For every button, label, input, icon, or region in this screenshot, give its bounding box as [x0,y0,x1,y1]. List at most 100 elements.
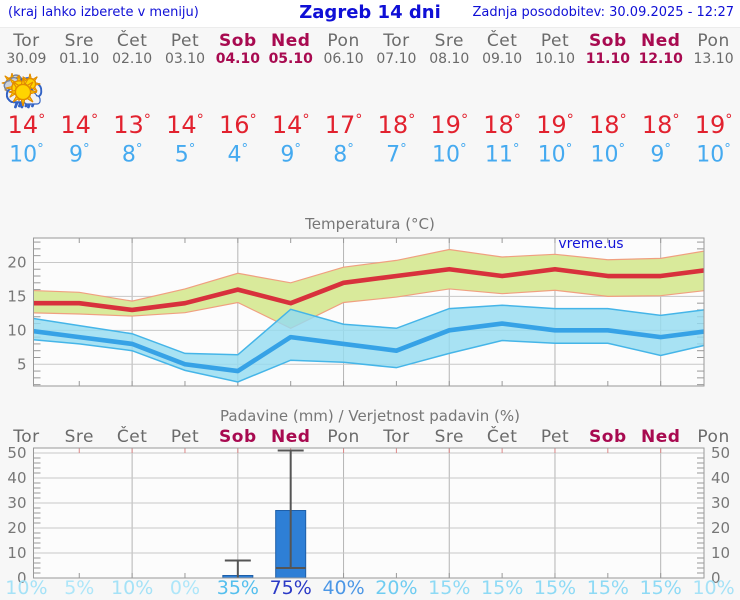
day-column-header: Čet 02.10 [106,32,159,68]
degree-symbol: ° [302,112,310,128]
last-updated: Zadnja posodobitev: 30.09.2025 - 12:27 [472,5,734,20]
day-date: 09.10 [482,51,523,67]
degree-symbol: ° [566,112,574,128]
precip-probability: 15% [533,577,577,599]
min-temps-row: 10° 9° 8° 5° 4° 9° 8° 7° 10° 11° 10° 10° 9° 10° [0,142,740,167]
precip-day-label: Sre [434,427,464,447]
precip-day-label: Čet [486,427,518,447]
min-temp: 10° [537,142,573,168]
precip-day-label: Ned [640,427,681,447]
precip-probability-row: 10% 5% 10% 0% 35% 75% 40% 20% 15% 15% 15% 15% 15% 10% [0,577,740,599]
precip-day-label: Čet [116,427,148,447]
weather-icon-cell [9,72,740,112]
degree-symbol: ° [408,112,416,128]
min-temp: 4° [227,142,249,168]
max-temp: 19° [694,111,733,139]
day-column-header: Pon 13.10 [687,31,740,68]
min-temp: 11° [484,142,520,168]
degree-symbol: ° [565,142,573,157]
min-temp: 9° [650,142,671,168]
location-hint: (kraj lahko izberete v meniju) [8,5,199,20]
day-column-header: Ned 05.10 [264,32,317,68]
min-temp: 9° [68,142,90,168]
precip-probability: 10% [111,577,154,599]
y-axis-label-left: 20 [7,519,26,537]
day-date: 04.10 [215,51,260,67]
temperature-chart-title: Temperatura (°C) [305,215,435,233]
degree-symbol: ° [724,142,731,157]
day-column-header: Tor 07.10 [370,31,423,68]
temperature-chart: 5 10 15 20 [7,237,705,387]
weather-icons-row [0,72,740,112]
weather-icon-cell [1,72,317,112]
plot-frame [33,447,705,579]
y-axis-label-left: 50 [7,444,26,462]
y-axis-label-left: 40 [7,469,26,487]
day-date: 13.10 [693,51,734,67]
day-column-header: Čet 09.10 [476,31,529,68]
max-temp: 14° [60,111,99,139]
precip-probability: 15% [428,577,471,599]
precip-day-label: Tor [383,427,410,447]
weather-icon-cell [5,72,423,112]
y-axis-label: 10 [7,321,26,339]
degree-symbol: ° [347,142,354,157]
max-temp: 18° [641,111,680,139]
max-temp: 19° [430,111,469,139]
day-date: 08.10 [429,51,470,67]
min-band-lower-edge [33,339,704,383]
degree-symbol: ° [725,112,733,128]
sun-shape [9,78,37,106]
precip-probability: 15% [481,577,524,599]
y-axis-label-left: 30 [7,494,26,512]
precip-probability: 10% [5,577,48,599]
day-name: Pon [697,31,730,51]
degree-symbol: ° [135,142,143,157]
precip-probability: 40% [322,577,365,599]
day-date: 12.10 [638,51,683,67]
y-axis-label-right: 20 [711,519,730,537]
day-date: 07.10 [376,51,417,67]
day-name: Čet [486,31,518,51]
precip-probability: 15% [639,577,682,599]
day-column-header: Sre 01.10 [53,32,106,68]
degree-symbol: ° [38,112,46,128]
weather-icon-cell [3,72,370,112]
day-name: Pon [327,31,360,51]
day-date: 11.10 [585,51,630,67]
precip-probability: 20% [375,577,418,599]
degree-symbol: ° [249,112,257,128]
degree-symbol: ° [512,142,520,157]
day-column-header: Pet 10.10 [529,32,582,68]
precip-day-label: Sob [219,427,257,447]
precipitation-chart: 0 0 10 10 20 20 30 30 40 40 50 50 [7,444,730,587]
day-date: 10.10 [534,51,576,67]
weather-icon-cell [9,72,634,112]
max-temps-row: 14° 14° 13° 14° 16° 14° 17° 18° 19° 18° 19° 18° 18° 1… [0,111,740,139]
watermark-link[interactable]: vreme.us [558,236,624,252]
day-name: Tor [383,31,410,51]
degree-symbol: ° [143,112,151,128]
y-axis-label-right: 10 [711,544,730,562]
min-band-upper-edge [33,304,704,356]
precip-probability: 0% [169,577,201,599]
min-temp: 8° [121,142,143,168]
precip-day-label: Pon [327,427,360,447]
precip-day-labels-row: Tor Sre Čet Pet Sob Ned Pon Tor Sre Čet Pet Sob Ned P… [0,427,740,447]
degree-symbol: ° [188,142,196,157]
day-name: Sre [434,31,464,51]
day-date: 02.10 [112,51,153,67]
max-temp: 17° [324,111,363,139]
precip-day-label: Sob [589,427,627,447]
y-axis-label: 15 [7,287,26,305]
precip-plot-area [33,448,704,578]
day-name: Tor [13,31,40,51]
degree-symbol: ° [619,112,627,128]
day-name: Pet [170,31,200,51]
weather-icon-cell [9,72,212,112]
min-temp-line [33,321,704,374]
min-temp: 10° [9,142,44,168]
precip-probability: 10% [692,577,735,599]
weather-icon-cell [5,72,264,112]
min-temp-band [33,305,704,382]
